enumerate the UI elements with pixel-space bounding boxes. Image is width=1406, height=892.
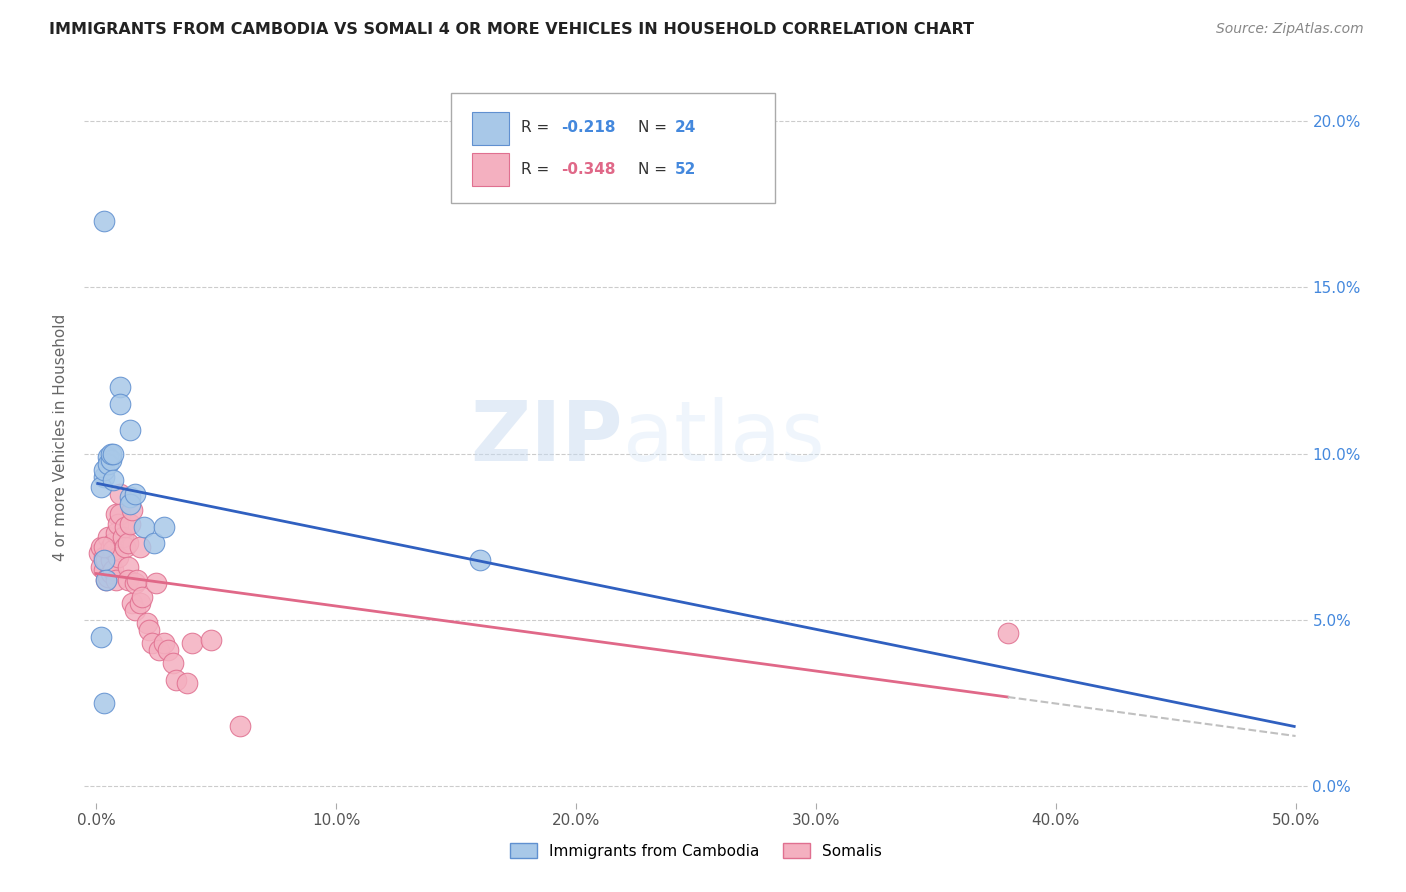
Point (165, 673, 187, 687)
Point (97, 457, 120, 471)
Point (127, 573, 149, 587)
Point (138, 623, 160, 637)
Point (124, 576, 146, 591)
FancyBboxPatch shape (451, 94, 776, 203)
Point (90, 480, 112, 494)
Point (93, 540, 115, 554)
Point (124, 603, 146, 617)
Point (134, 520, 156, 534)
Point (121, 503, 143, 517)
Text: N =: N = (638, 161, 672, 177)
Point (93, 549, 115, 564)
Point (117, 573, 139, 587)
Point (118, 490, 141, 504)
Point (111, 530, 134, 544)
Point (97, 450, 120, 464)
Point (117, 559, 139, 574)
Point (152, 520, 174, 534)
Point (101, 563, 124, 577)
Point (124, 486, 146, 500)
Point (110, 486, 132, 500)
Point (121, 596, 143, 610)
Point (90, 630, 112, 644)
Point (468, 553, 491, 567)
Point (94, 573, 117, 587)
Y-axis label: 4 or more Vehicles in Household: 4 or more Vehicles in Household (53, 313, 69, 561)
Point (100, 453, 122, 467)
Point (157, 643, 180, 657)
Text: 52: 52 (675, 161, 696, 177)
Point (100, 447, 122, 461)
Point (101, 543, 124, 558)
Point (107, 516, 129, 531)
Text: 24: 24 (675, 120, 696, 136)
Point (90, 540, 112, 554)
Text: Source: ZipAtlas.com: Source: ZipAtlas.com (1216, 22, 1364, 37)
Point (110, 507, 132, 521)
Point (93, 696, 115, 710)
Point (104, 526, 127, 541)
Text: R =: R = (522, 120, 554, 136)
Point (100, 540, 122, 554)
Point (93, 214, 115, 228)
Point (87, 546, 110, 560)
Point (148, 643, 170, 657)
Text: N =: N = (638, 120, 672, 136)
Point (181, 636, 204, 650)
Point (162, 656, 184, 670)
Point (94, 573, 117, 587)
Point (131, 590, 153, 604)
Point (97, 530, 120, 544)
Point (97, 570, 120, 584)
Point (93, 563, 115, 577)
Point (152, 636, 174, 650)
Point (128, 540, 150, 554)
Point (100, 553, 122, 567)
Text: ZIP: ZIP (470, 397, 623, 477)
Point (101, 536, 124, 550)
Point (101, 473, 124, 487)
Legend: Immigrants from Cambodia, Somalis: Immigrants from Cambodia, Somalis (503, 837, 889, 864)
Point (997, 626, 1019, 640)
Point (118, 497, 141, 511)
Point (176, 676, 198, 690)
Point (141, 636, 163, 650)
Text: -0.348: -0.348 (561, 161, 616, 177)
Point (114, 540, 136, 554)
Point (94, 553, 117, 567)
Text: IMMIGRANTS FROM CAMBODIA VS SOMALI 4 OR MORE VEHICLES IN HOUSEHOLD CORRELATION C: IMMIGRANTS FROM CAMBODIA VS SOMALI 4 OR … (49, 22, 974, 37)
Text: -0.218: -0.218 (561, 120, 616, 136)
Point (100, 566, 122, 581)
Point (93, 553, 115, 567)
Point (145, 576, 167, 591)
Point (104, 573, 127, 587)
Point (90, 559, 112, 574)
Point (229, 719, 252, 733)
Point (101, 447, 124, 461)
Point (107, 549, 129, 564)
Point (118, 516, 141, 531)
Point (135, 616, 157, 631)
Text: atlas: atlas (623, 397, 824, 477)
Point (110, 380, 132, 394)
Point (104, 507, 127, 521)
Point (118, 424, 141, 438)
Point (200, 632, 222, 647)
Point (93, 470, 115, 484)
Point (128, 596, 150, 610)
Point (93, 463, 115, 477)
Point (114, 520, 136, 534)
Text: R =: R = (522, 161, 554, 177)
FancyBboxPatch shape (472, 153, 509, 186)
Point (142, 536, 165, 550)
FancyBboxPatch shape (472, 112, 509, 145)
Point (117, 536, 139, 550)
Point (110, 397, 132, 411)
